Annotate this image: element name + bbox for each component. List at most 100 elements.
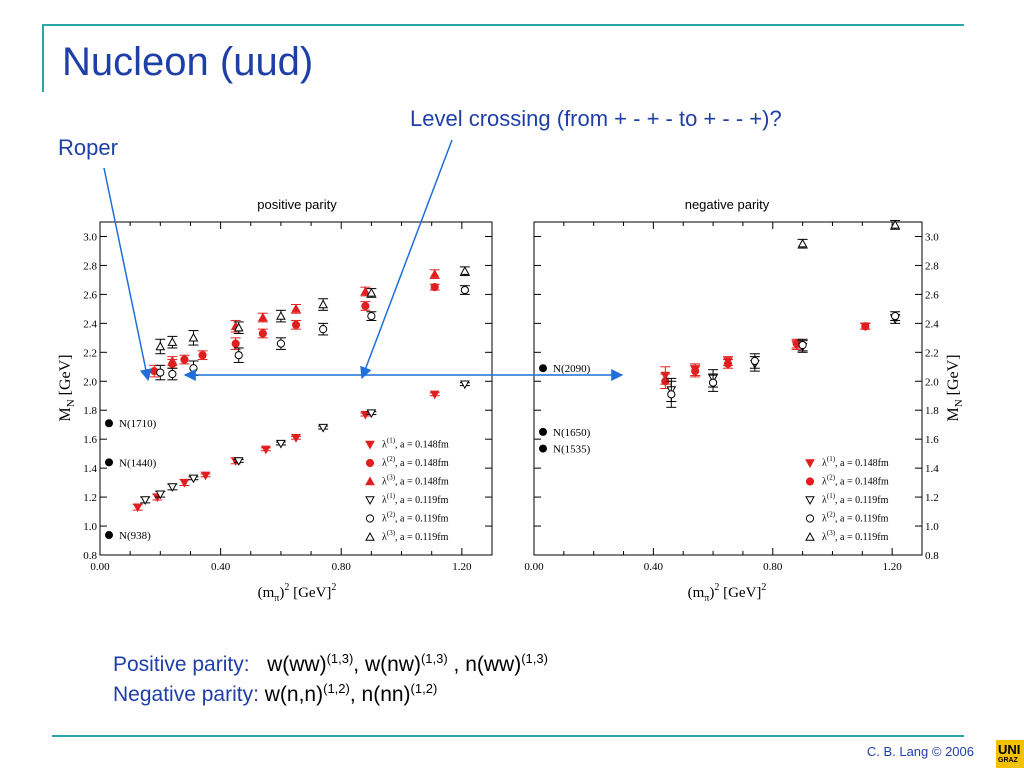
- data-point: [276, 339, 286, 348]
- y-tick-label: 2.4: [83, 318, 97, 330]
- data-point: [167, 355, 178, 365]
- y-tick-label: 1.0: [925, 521, 939, 533]
- legend-label: λ(1), a = 0.119fm: [822, 492, 889, 506]
- y-tick-label: 2.0: [83, 376, 97, 388]
- data-point: [691, 367, 700, 376]
- annotation-arrows: [103, 139, 624, 382]
- header-rule: [42, 24, 964, 26]
- data-point: [890, 219, 900, 229]
- y-axis-label: MN [GeV]: [945, 354, 965, 421]
- operator-index: (1,3): [521, 651, 548, 666]
- data-point: [429, 269, 440, 278]
- experimental-level-dot: [539, 444, 547, 453]
- level-crossing-arrow: [360, 139, 453, 380]
- operator: n(nn): [361, 683, 411, 706]
- legend-label: λ(2), a = 0.119fm: [822, 511, 889, 525]
- chart-title: positive parity: [257, 197, 337, 212]
- legend-marker: [805, 477, 815, 486]
- legend-label: λ(1), a = 0.148fm: [822, 455, 889, 469]
- experimental-level-dot: [539, 364, 547, 373]
- data-point: [430, 283, 439, 292]
- plot-frame: [99, 221, 493, 556]
- data-point: [258, 329, 267, 338]
- data-point: [231, 339, 240, 348]
- data-point: [257, 312, 268, 322]
- data-point: [460, 380, 470, 390]
- experimental-level-dot: [105, 419, 113, 428]
- legend-marker: [805, 531, 815, 541]
- legend-label: λ(3), a = 0.148fm: [382, 474, 449, 488]
- x-tick-label: 0.40: [211, 561, 231, 573]
- y-tick-label: 1.0: [83, 521, 97, 533]
- legend-label: λ(3), a = 0.119fm: [382, 529, 449, 543]
- legend-label: λ(2), a = 0.148fm: [382, 455, 449, 469]
- data-point: [233, 457, 244, 466]
- experimental-level-label: N(1650): [553, 427, 591, 439]
- x-tick-label: 0.40: [644, 561, 664, 573]
- experimental-level-dot: [105, 458, 113, 467]
- legend-marker: [805, 514, 815, 523]
- y-tick-label: 1.6: [925, 434, 939, 446]
- footer-credit: C. B. Lang © 2006: [866, 744, 974, 759]
- uni-graz-logo: UNI GRAZ: [996, 740, 1024, 768]
- legend-marker: [365, 458, 375, 468]
- data-point: [291, 434, 301, 443]
- data-point: [723, 359, 733, 368]
- y-tick-label: 1.2: [925, 492, 939, 504]
- experimental-level-label: N(1710): [119, 418, 157, 430]
- experimental-level-label: N(1440): [119, 457, 157, 469]
- data-point: [200, 471, 211, 481]
- data-point: [179, 478, 190, 488]
- data-point: [140, 496, 151, 506]
- operator: w(ww): [267, 653, 327, 676]
- y-tick-label: 1.4: [925, 463, 939, 475]
- positive-parity-chart: positive parity MN [GeV] (mπ)2 [GeV]2 0.…: [57, 197, 493, 604]
- chart-title: negative parity: [685, 197, 770, 212]
- data-point: [891, 312, 900, 321]
- data-point: [233, 322, 244, 332]
- data-point: [861, 322, 870, 331]
- data-point: [188, 332, 199, 342]
- data-point: [291, 320, 301, 329]
- data-point: [167, 337, 178, 346]
- legend-marker: [365, 514, 375, 523]
- data-point: [361, 301, 370, 311]
- separator: ,: [447, 653, 466, 676]
- data-point: [156, 368, 165, 377]
- negative-parity-operators: Negative parity: w(n,n)(1,2), n(nn)(1,2): [113, 681, 437, 707]
- legend-marker: [365, 496, 375, 506]
- series-3: [666, 311, 901, 408]
- y-tick-label: 1.8: [925, 405, 939, 417]
- legend-label: λ(2), a = 0.119fm: [382, 511, 449, 525]
- data-point: [155, 490, 166, 500]
- x-tick-label: 0.00: [90, 561, 110, 573]
- data-point: [460, 266, 470, 275]
- operator-index: (1,2): [323, 681, 350, 696]
- data-point: [318, 423, 328, 433]
- positive-parity-operators: Positive parity: w(ww)(1,3), w(nw)(1,3) …: [113, 651, 548, 677]
- data-point: [367, 312, 376, 321]
- series-5: [155, 266, 470, 355]
- page-title: Nucleon (uud): [62, 40, 314, 84]
- legend-label: λ(1), a = 0.148fm: [382, 437, 449, 451]
- roper-arrow: [103, 167, 152, 382]
- data-point: [276, 311, 286, 320]
- footer-rule: [52, 735, 964, 737]
- series-4: [155, 285, 470, 381]
- y-tick-label: 3.0: [925, 231, 939, 243]
- operator-index: (1,3): [420, 651, 448, 666]
- experimental-level-label: N(1535): [553, 444, 591, 456]
- experimental-level-label: N(938): [119, 530, 151, 542]
- operator-index: (1,3): [326, 651, 354, 666]
- operator-index: (1,2): [410, 681, 438, 696]
- operator: w(nw): [364, 653, 421, 676]
- negative-parity-chart: negative parity MN [GeV] (mπ)2 [GeV]2 0.…: [524, 197, 965, 604]
- x-tick-label: 0.80: [763, 561, 783, 573]
- y-tick-label: 3.0: [83, 231, 97, 243]
- y-axis-label: MN [GeV]: [57, 354, 77, 421]
- data-point: [798, 340, 807, 350]
- legend-marker: [365, 476, 375, 486]
- legend-label: λ(3), a = 0.119fm: [822, 529, 889, 543]
- operator: w(n,n): [264, 683, 324, 706]
- y-tick-label: 1.8: [83, 405, 97, 417]
